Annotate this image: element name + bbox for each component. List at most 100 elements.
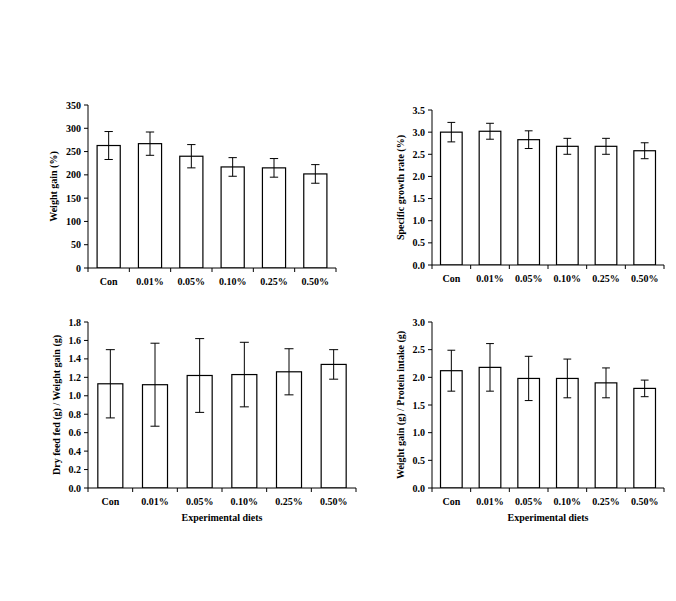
error-cap bbox=[150, 343, 159, 344]
error-stem bbox=[232, 158, 233, 177]
y-tick bbox=[428, 265, 432, 266]
bar bbox=[518, 140, 540, 265]
x-tick bbox=[170, 268, 171, 272]
y-tick bbox=[84, 377, 88, 378]
x-tick bbox=[586, 265, 587, 269]
y-tick bbox=[84, 151, 88, 152]
y-tick bbox=[428, 198, 432, 199]
x-tick-label: 0.50% bbox=[631, 273, 659, 284]
y-tick bbox=[428, 242, 432, 243]
x-tick bbox=[336, 268, 337, 272]
figure: 050100150200250300350Con0.01%0.05%0.10%0… bbox=[0, 0, 676, 601]
error-stem bbox=[315, 165, 316, 184]
x-tick bbox=[222, 488, 223, 492]
error-cap bbox=[447, 141, 455, 142]
y-tick bbox=[428, 220, 432, 221]
x-tick-label: 0.05% bbox=[178, 276, 206, 287]
error-stem bbox=[528, 131, 529, 149]
y-tick-label: 3.0 bbox=[413, 317, 426, 328]
x-tick-label: 0.01% bbox=[141, 496, 169, 507]
x-tick bbox=[88, 268, 89, 272]
error-cap bbox=[311, 183, 319, 184]
error-bar bbox=[602, 138, 610, 154]
error-cap bbox=[105, 131, 113, 132]
bar bbox=[138, 144, 161, 268]
error-cap bbox=[106, 349, 115, 350]
x-tick-label: 0.25% bbox=[592, 273, 620, 284]
error-stem bbox=[199, 339, 200, 413]
y-tick bbox=[428, 460, 432, 461]
error-cap bbox=[329, 349, 338, 350]
error-bar bbox=[486, 344, 494, 392]
error-cap bbox=[270, 158, 278, 159]
error-cap bbox=[284, 394, 293, 395]
error-cap bbox=[240, 406, 249, 407]
error-cap bbox=[229, 176, 237, 177]
x-tick bbox=[129, 268, 130, 272]
error-stem bbox=[644, 143, 645, 159]
error-bar bbox=[195, 339, 204, 413]
bar bbox=[221, 167, 244, 268]
y-tick-label: 0.0 bbox=[413, 260, 426, 271]
y-tick bbox=[84, 340, 88, 341]
x-tick-label: 0.01% bbox=[136, 276, 164, 287]
error-cap bbox=[195, 338, 204, 339]
error-cap bbox=[602, 154, 610, 155]
error-cap bbox=[284, 348, 293, 349]
y-tick bbox=[84, 244, 88, 245]
error-cap bbox=[525, 356, 533, 357]
error-stem bbox=[528, 356, 529, 400]
error-cap bbox=[187, 167, 195, 168]
bar bbox=[97, 146, 120, 268]
y-tick-label: 0.0 bbox=[413, 483, 426, 494]
error-cap bbox=[229, 157, 237, 158]
bar bbox=[262, 168, 285, 268]
error-cap bbox=[602, 367, 610, 368]
error-stem bbox=[451, 122, 452, 141]
error-bar bbox=[240, 342, 249, 407]
error-bar bbox=[641, 380, 649, 397]
error-bar bbox=[525, 131, 533, 149]
x-tick bbox=[664, 488, 665, 492]
error-stem bbox=[244, 342, 245, 407]
y-tick-label: 2.0 bbox=[413, 372, 426, 383]
error-stem bbox=[490, 123, 491, 139]
y-tick bbox=[84, 358, 88, 359]
error-bar bbox=[105, 132, 113, 160]
error-cap bbox=[447, 122, 455, 123]
x-tick-label: 0.05% bbox=[186, 496, 214, 507]
error-bar bbox=[187, 145, 195, 168]
bar bbox=[634, 151, 656, 265]
x-tick bbox=[470, 488, 471, 492]
x-tick-label: 0.10% bbox=[554, 273, 582, 284]
error-stem bbox=[274, 159, 275, 178]
y-tick-label: 200 bbox=[66, 169, 81, 180]
error-bar bbox=[150, 343, 159, 426]
y-tick-label: 1.0 bbox=[413, 215, 426, 226]
bar bbox=[321, 364, 346, 488]
y-axis-title: Dry feed fed (g) / Weight gain (g) bbox=[51, 335, 63, 475]
x-tick bbox=[177, 488, 178, 492]
y-tick-label: 0.4 bbox=[69, 446, 82, 457]
y-tick bbox=[84, 105, 88, 106]
error-cap bbox=[329, 379, 338, 380]
y-tick-label: 1.5 bbox=[413, 193, 426, 204]
error-bar bbox=[447, 350, 455, 391]
error-cap bbox=[641, 142, 649, 143]
y-tick bbox=[428, 322, 432, 323]
x-tick bbox=[470, 265, 471, 269]
error-bar bbox=[146, 132, 154, 155]
y-tick bbox=[428, 349, 432, 350]
y-tick bbox=[428, 154, 432, 155]
marks bbox=[98, 339, 346, 488]
x-tick-label: 0.50% bbox=[320, 496, 348, 507]
bar bbox=[479, 131, 501, 265]
x-tick bbox=[586, 488, 587, 492]
x-tick-label: 0.01% bbox=[476, 273, 504, 284]
y-tick-label: 1.8 bbox=[69, 317, 82, 328]
y-tick-label: 0.2 bbox=[69, 464, 82, 475]
bar bbox=[634, 388, 656, 488]
bar bbox=[180, 156, 203, 268]
error-bar bbox=[329, 350, 338, 380]
x-tick bbox=[266, 488, 267, 492]
